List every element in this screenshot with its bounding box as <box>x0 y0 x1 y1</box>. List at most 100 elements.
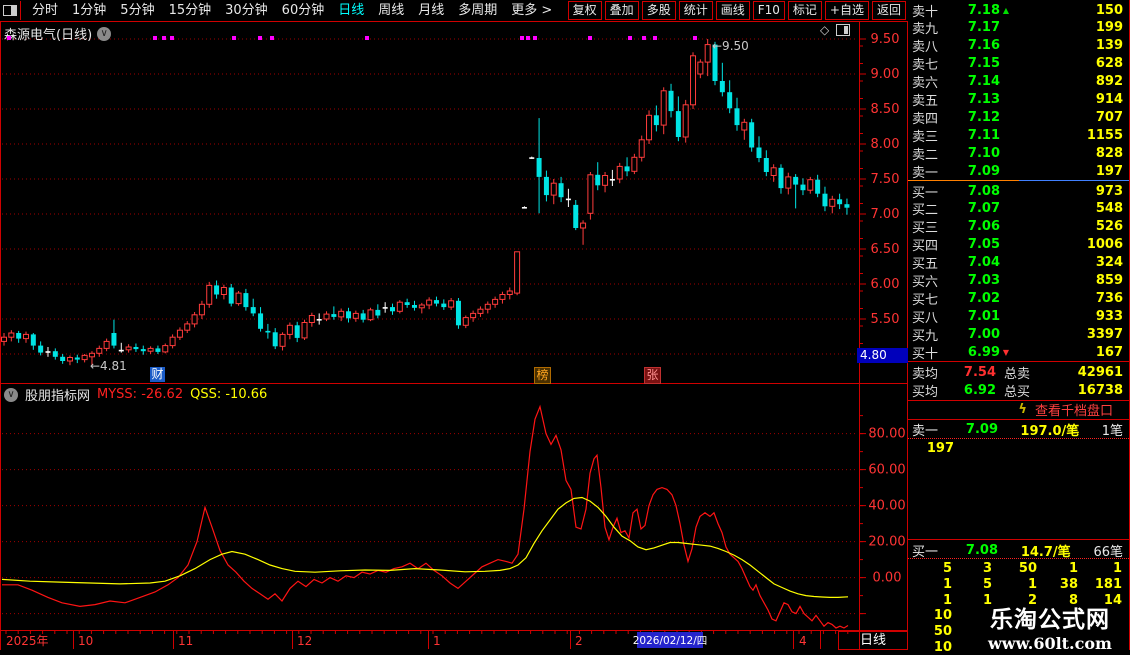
event-marker-张[interactable]: 张 <box>644 367 661 384</box>
candle-up <box>301 322 308 339</box>
candle-down <box>558 183 564 198</box>
menu-item-更多 >[interactable]: 更多 > <box>511 2 553 18</box>
candle-up <box>191 314 198 325</box>
candle-down <box>763 158 769 172</box>
candle-down <box>749 122 755 148</box>
sell-level-row[interactable]: 卖四 7.12 707 <box>908 108 1129 127</box>
menu-item-多周期[interactable]: 多周期 <box>458 2 498 18</box>
candle-down <box>214 285 220 295</box>
candle-up <box>66 357 73 362</box>
buy-level-row[interactable]: 买七 7.02 736 <box>908 289 1129 308</box>
sell-level-row[interactable]: 卖五 7.13 914 <box>908 91 1129 109</box>
detail-count: 1笔 <box>1101 423 1123 439</box>
timeline-label: 12 <box>297 634 312 648</box>
indicator-collapse-icon[interactable]: ∨ <box>4 387 18 402</box>
sell-level-row[interactable]: 卖八 7.16 139 <box>908 37 1129 55</box>
buy-level-row[interactable]: 买五 7.04 324 <box>908 254 1129 272</box>
event-marker-财[interactable]: 财 <box>150 367 165 382</box>
level-volume: 199 <box>1095 20 1123 36</box>
menu-button-画线[interactable]: 画线 <box>715 1 750 20</box>
level-label: 卖二 <box>912 147 939 163</box>
maximize-panel-icon[interactable] <box>836 24 851 36</box>
sell-level-row[interactable]: 卖六 7.14 892 <box>908 73 1129 91</box>
candle-down <box>258 313 264 329</box>
level-price: 7.08 <box>967 183 1000 199</box>
buy-queue-item: 5 <box>982 576 992 592</box>
diamond-icon[interactable]: ◇ <box>820 23 830 37</box>
level-price: 7.01 <box>967 308 1000 324</box>
candle-up <box>323 313 330 320</box>
menu-item-30分钟[interactable]: 30分钟 <box>225 2 268 18</box>
menu-button-叠加[interactable]: 叠加 <box>604 1 639 20</box>
menu-button-标记[interactable]: 标记 <box>787 1 822 20</box>
candle-down <box>455 300 461 326</box>
candle-down <box>624 166 630 172</box>
candle-up <box>770 167 777 177</box>
candle-down <box>74 357 80 360</box>
watermark-title: 乐淘公式网 <box>990 607 1110 633</box>
period-box[interactable]: 日线 <box>838 631 908 650</box>
menu-button-统计[interactable]: 统计 <box>678 1 713 20</box>
sell-level-row[interactable]: 卖七 7.15 628 <box>908 55 1129 73</box>
sell-level-row[interactable]: 卖二 7.10 828 <box>908 144 1129 163</box>
menu-item-60分钟[interactable]: 60分钟 <box>281 2 325 18</box>
buy-level-row[interactable]: 买二 7.07 548 <box>908 200 1129 218</box>
buy-queue-item: 181 <box>1094 576 1122 592</box>
action-menu: 复权 叠加 多股 统计 画线 F10 标记 +自选 返回 <box>567 1 906 20</box>
menu-item-周线[interactable]: 周线 <box>378 2 405 18</box>
candle-down <box>155 348 161 352</box>
buy-level-row[interactable]: 买一 7.08 973 <box>908 182 1129 201</box>
candle-up <box>477 308 484 314</box>
timeline-highlight <box>637 632 703 648</box>
thousand-depth-link[interactable]: ϟ 查看千档盘口 <box>908 401 1129 419</box>
level-volume: 150 <box>1095 2 1123 18</box>
level-volume: 707 <box>1095 109 1123 125</box>
menu-button-多股[interactable]: 多股 <box>641 1 676 20</box>
menu-button-复权[interactable]: 复权 <box>567 1 602 20</box>
thousand-depth-label: 查看千档盘口 <box>1034 404 1113 419</box>
buy-level-row[interactable]: 买十 6.99 ▼ 167 <box>908 343 1129 362</box>
candle-up <box>514 251 521 294</box>
level-label: 卖十 <box>912 4 939 20</box>
buy-queue-item: 50 <box>933 624 952 640</box>
sell-level-row[interactable]: 卖九 7.17 199 <box>908 19 1129 37</box>
menu-button-F10[interactable]: F10 <box>752 1 785 20</box>
level-price: 7.05 <box>967 237 1000 253</box>
candle-up <box>184 323 191 331</box>
signal-dot <box>653 36 657 40</box>
timeline-label: 1 <box>433 634 441 648</box>
chevron-down-icon[interactable]: ∨ <box>97 26 112 41</box>
buy-level-row[interactable]: 买六 7.03 859 <box>908 272 1129 290</box>
menu-item-15分钟[interactable]: 15分钟 <box>168 2 212 18</box>
buy-level-row[interactable]: 买三 7.06 526 <box>908 218 1129 236</box>
sell-level-row[interactable]: 卖十 7.18 ▲ 150 <box>908 1 1129 20</box>
menu-item-日线[interactable]: 日线 <box>338 2 365 18</box>
event-marker-榜[interactable]: 榜 <box>534 367 551 384</box>
candle-up <box>697 61 704 75</box>
buy-level-row[interactable]: 买四 7.05 1006 <box>908 236 1129 254</box>
sell-level-row[interactable]: 卖三 7.11 1155 <box>908 126 1129 145</box>
layout-button[interactable] <box>0 1 21 20</box>
menu-item-5分钟[interactable]: 5分钟 <box>120 2 155 18</box>
divider <box>908 361 1129 362</box>
candle-flat <box>529 157 535 159</box>
level-label: 买四 <box>912 239 939 255</box>
level-volume: 973 <box>1095 183 1123 199</box>
summary-total: 42961 <box>1077 364 1123 380</box>
period-menu: 分时 1分钟 5分钟 15分钟 30分钟 60分钟 日线 周线 月线 多周期 更多 > <box>25 1 559 21</box>
menu-button-返回[interactable]: 返回 <box>871 1 906 20</box>
signal-dot <box>520 36 524 40</box>
buy-level-row[interactable]: 买八 7.01 933 <box>908 307 1129 326</box>
candle-up <box>506 290 513 295</box>
sell-level-row[interactable]: 卖一 7.09 197 <box>908 162 1129 181</box>
menu-item-月线[interactable]: 月线 <box>418 2 445 18</box>
menu-item-分时[interactable]: 分时 <box>32 2 59 18</box>
level-price: 7.18 <box>967 2 1000 18</box>
buy-level-row[interactable]: 买九 7.00 3397 <box>908 325 1129 344</box>
menu-button-+自选[interactable]: +自选 <box>824 1 869 20</box>
buy-queue-item: 1 <box>1027 576 1037 592</box>
chart-canvas[interactable]: 9.50 9.00 8.50 8.00 7.50 7.00 6.50 6.00 5.50 80.0… <box>0 0 908 650</box>
price-tick-label: 7.50 <box>871 172 900 187</box>
menu-item-1分钟[interactable]: 1分钟 <box>72 2 107 18</box>
